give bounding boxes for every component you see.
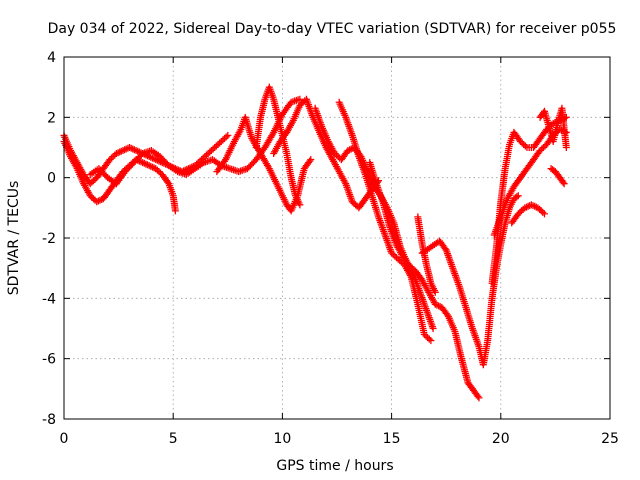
- data-point-marks: [335, 98, 435, 345]
- y-tick-label: -4: [42, 291, 56, 307]
- x-tick-label: 25: [601, 431, 619, 447]
- y-tick-label: -2: [42, 231, 56, 247]
- y-axis-label: SDTVAR / TECUs: [6, 181, 22, 296]
- series-track-11: [418, 192, 522, 369]
- data-point-marks: [418, 192, 522, 369]
- series-track-16: [547, 165, 568, 188]
- data-point-marks: [366, 159, 483, 402]
- data-point-marks: [270, 95, 382, 212]
- chart-title: Day 034 of 2022, Sidereal Day-to-day VTE…: [48, 21, 617, 37]
- series-track-4: [213, 113, 315, 215]
- data-point-marks: [252, 83, 304, 209]
- x-tick-label: 0: [60, 431, 69, 447]
- x-tick-label: 20: [492, 431, 510, 447]
- x-tick-label: 10: [273, 431, 291, 447]
- x-axis-label: GPS time / hours: [276, 458, 393, 474]
- y-tick-label: -8: [42, 412, 56, 428]
- series-track-14: [508, 201, 548, 227]
- x-tick-label: 15: [383, 431, 401, 447]
- data-point-marks: [536, 104, 570, 151]
- y-tick-label: -6: [42, 352, 56, 368]
- series-track-15: [536, 104, 570, 151]
- series-track-5: [252, 83, 304, 209]
- y-tick-label: 4: [47, 50, 56, 66]
- data-point-marks: [508, 201, 548, 227]
- data-point-marks: [547, 165, 568, 188]
- axis-ticks: 0 5 10 15 20 25 -8 -6 -4 -2 0 2 4: [42, 50, 619, 447]
- data-point-marks: [213, 113, 315, 215]
- grid-lines: [64, 57, 610, 419]
- series-track-8: [335, 98, 435, 345]
- y-tick-label: 2: [47, 110, 56, 126]
- series-track-6: [270, 95, 382, 212]
- y-tick-label: 0: [47, 171, 56, 187]
- x-tick-label: 5: [169, 431, 178, 447]
- data-marks: [60, 83, 570, 402]
- series-track-9: [366, 159, 483, 402]
